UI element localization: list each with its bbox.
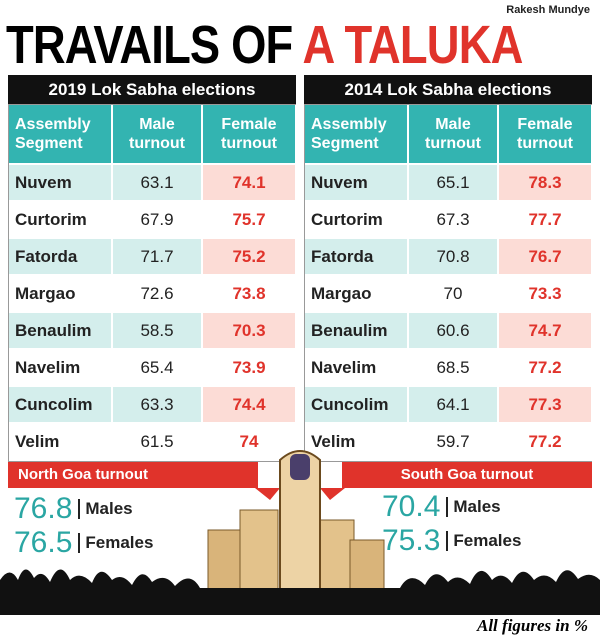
turnout-label: Males [78,499,133,519]
table-cell: 63.1 [113,165,203,202]
table-cell: 77.7 [499,202,593,239]
pillar [349,539,385,591]
table-cell: 68.5 [409,350,499,387]
column-header: Female turnout [203,105,297,165]
table-cell: 61.5 [113,424,203,461]
table-cell: 74.4 [203,387,297,424]
banner-tip [320,488,345,500]
table-cell: Nuvem [9,165,113,202]
summary-row: 76.8 Males [14,492,153,526]
turnout-label: Females [78,533,153,553]
turnout-label: Females [446,531,521,551]
table-cell: Nuvem [305,165,409,202]
table-caption: 2019 Lok Sabha elections [8,75,296,104]
table-cell: 60.6 [409,313,499,350]
table: Assembly Segment Male turnout Female turno… [8,104,297,462]
summary-row: 75.3 Females [382,524,521,558]
table-cell: 78.3 [499,165,593,202]
column-header: Female turnout [499,105,593,165]
table-cell: 63.3 [113,387,203,424]
table-cell: 74 [203,424,297,461]
table-cell: 73.9 [203,350,297,387]
table-cell: 72.6 [113,276,203,313]
table-cell: 67.3 [409,202,499,239]
table-cell: 58.5 [113,313,203,350]
table-cell: 77.2 [499,350,593,387]
crowd [0,569,600,615]
table-cell: 73.3 [499,276,593,313]
turnout-label: Males [446,497,501,517]
finger [279,450,321,591]
illustration [0,450,600,615]
footnote: All figures in % [477,616,588,635]
table-cell: 74.1 [203,165,297,202]
pillar [317,519,355,591]
table-cell: Navelim [305,350,409,387]
table-cell: 59.7 [409,424,499,461]
table-cell: 70.8 [409,239,499,276]
turnout-value: 75.3 [382,524,441,557]
table-cell: 65.4 [113,350,203,387]
table-cell: Margao [305,276,409,313]
table-cell: Fatorda [305,239,409,276]
column-header: Assembly Segment [305,105,409,165]
banner: South Goa turnout [342,462,592,488]
table-cell: 75.7 [203,202,297,239]
summary-row: 70.4 Males [382,490,521,524]
table-cell: Curtorim [9,202,113,239]
credit: Rakesh Mundye [506,4,590,16]
column-header: Male turnout [113,105,203,165]
table: Assembly Segment Male turnout Female turno… [304,104,593,462]
table-cell: Cuncolim [9,387,113,424]
table-cell: Benaulim [9,313,113,350]
pillar [239,509,279,591]
table-cell: 70.3 [203,313,297,350]
turnout-value: 70.4 [382,490,441,523]
table-cell: Benaulim [305,313,409,350]
column-header: Male turnout [409,105,499,165]
title-part: TRAVAILS OF [6,15,293,75]
table-cell: 75.2 [203,239,297,276]
table-cell: Velim [9,424,113,461]
table-cell: 77.2 [499,424,593,461]
table-cell: Margao [9,276,113,313]
table-cell: Navelim [9,350,113,387]
turnout-value: 76.8 [14,492,73,525]
ink-mark [290,454,310,480]
banner: North Goa turnout [8,462,258,488]
table-cell: 71.7 [113,239,203,276]
title: TRAVAILS OF A TALUKA [6,18,523,72]
table-cell: Velim [305,424,409,461]
table-cell: 70 [409,276,499,313]
table-cell: Cuncolim [305,387,409,424]
table-cell: Curtorim [305,202,409,239]
summary-row: 76.5 Females [14,526,153,560]
column-header: Assembly Segment [9,105,113,165]
summary: 70.4 Males 75.3 Females [382,490,521,558]
turnout-value: 76.5 [14,526,73,559]
summary: 76.8 Males 76.5 Females [14,492,153,560]
title-part: A TALUKA [302,15,524,75]
table-cell: 65.1 [409,165,499,202]
table-caption: 2014 Lok Sabha elections [304,75,592,104]
table-cell: 67.9 [113,202,203,239]
table-cell: 74.7 [499,313,593,350]
table-cell: Fatorda [9,239,113,276]
banner-tip [255,488,280,500]
table-cell: 73.8 [203,276,297,313]
table-cell: 76.7 [499,239,593,276]
table-cell: 64.1 [409,387,499,424]
table-cell: 77.3 [499,387,593,424]
